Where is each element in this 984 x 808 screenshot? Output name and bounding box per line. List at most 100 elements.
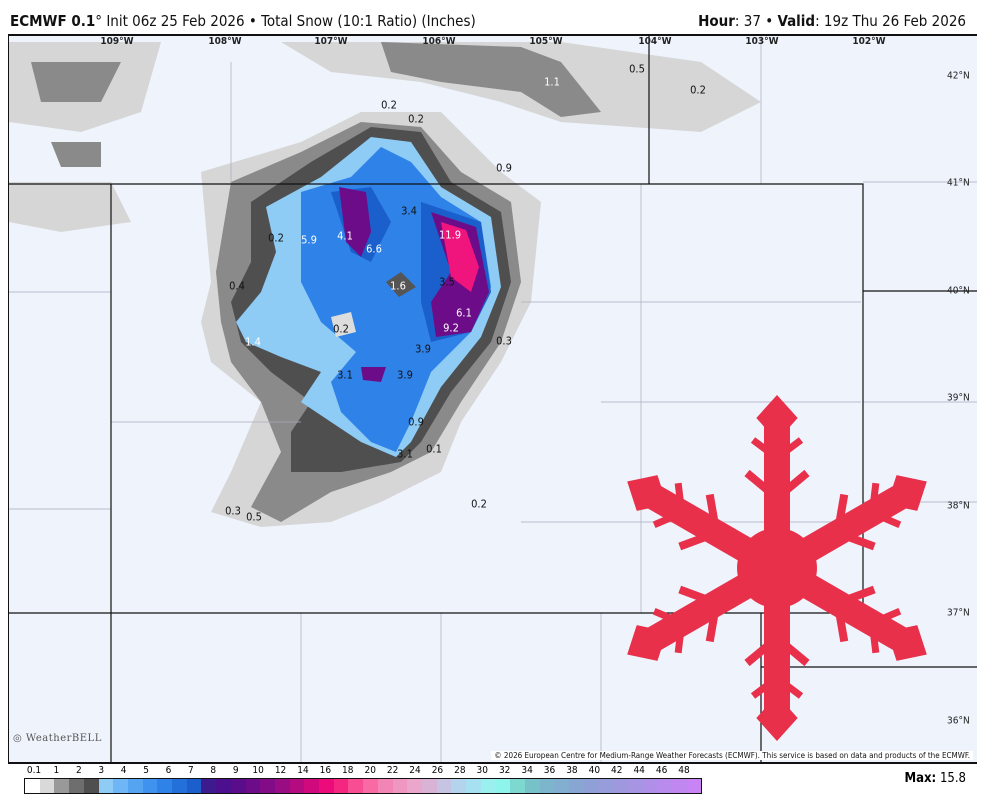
colorbar-tick: 30 <box>476 765 488 776</box>
longitude-label: 108°W <box>208 36 242 47</box>
colorbar-tick: 9 <box>232 765 239 776</box>
colorbar-swatch <box>39 779 55 793</box>
colorbar-swatch <box>127 779 143 793</box>
colorbar-swatch <box>69 779 84 793</box>
colorbar-tick: 48 <box>678 765 690 776</box>
colorbar-tick: 42 <box>611 765 623 776</box>
snow-value: 0.2 <box>333 322 349 336</box>
colorbar <box>24 778 702 794</box>
snow-value: 3.4 <box>401 204 417 218</box>
colorbar-tick: 6 <box>165 765 172 776</box>
colorbar-swatch <box>671 779 687 793</box>
colorbar-tick: 8 <box>210 765 217 776</box>
colorbar-swatch <box>186 779 202 793</box>
colorbar-swatch <box>510 779 525 793</box>
snow-value: 0.5 <box>629 62 645 76</box>
colorbar-swatch <box>657 779 672 793</box>
colorbar-swatch <box>480 779 496 793</box>
colorbar-swatch <box>613 779 628 793</box>
snow-value: 6.1 <box>456 306 472 320</box>
colorbar-swatch <box>539 779 555 793</box>
snow-value: 9.2 <box>443 321 459 335</box>
colorbar-swatch <box>113 779 128 793</box>
snowfall-map: 109°W 108°W 107°W 106°W 105°W 104°W 103°… <box>8 34 977 764</box>
snow-value: 3.5 <box>439 275 455 289</box>
colorbar-tick: 24 <box>409 765 421 776</box>
colorbar-swatch <box>142 779 158 793</box>
valid-time: Hour: 37 • Valid: 19z Thu 26 Feb 2026 <box>698 12 966 30</box>
snow-value: 0.2 <box>381 98 397 112</box>
longitude-label: 104°W <box>638 36 672 47</box>
snow-value: 0.2 <box>690 83 706 97</box>
longitude-label: 103°W <box>745 36 779 47</box>
colorbar-swatch <box>392 779 408 793</box>
snow-value: 0.2 <box>408 112 424 126</box>
colorbar-swatch <box>83 779 99 793</box>
snow-value: 0.3 <box>496 334 512 348</box>
snow-value: 0.3 <box>225 504 241 518</box>
colorbar-swatch <box>25 779 40 793</box>
colorbar-swatch <box>642 779 658 793</box>
colorbar-swatch <box>289 779 305 793</box>
map-title: ECMWF 0.1° Init 06z 25 Feb 2026 • Total … <box>10 12 476 30</box>
snow-value: 3.1 <box>337 368 353 382</box>
max-value: Max: 15.8 <box>904 771 966 786</box>
colorbar-tick: 3 <box>98 765 105 776</box>
colorbar-tick: 2 <box>75 765 82 776</box>
colorbar-swatch <box>172 779 187 793</box>
longitude-label: 102°W <box>852 36 886 47</box>
colorbar-swatch <box>319 779 334 793</box>
colorbar-swatch <box>524 779 540 793</box>
longitude-label: 106°W <box>422 36 456 47</box>
colorbar-tick: 16 <box>319 765 332 776</box>
colorbar-tick: 10 <box>252 765 264 776</box>
colorbar-swatch <box>451 779 467 793</box>
colorbar-tick: 14 <box>297 765 309 776</box>
colorbar-tick: 46 <box>655 765 668 776</box>
colorbar-swatch <box>569 779 584 793</box>
colorbar-tick: 32 <box>498 765 511 776</box>
snow-value: 1.1 <box>544 75 560 89</box>
colorbar-tick: 26 <box>431 765 444 776</box>
snow-value: 0.1 <box>426 442 442 456</box>
colorbar-swatch <box>230 779 246 793</box>
colorbar-tick: 5 <box>143 765 149 776</box>
latitude-label: 40°N <box>947 285 970 297</box>
colorbar-swatch <box>554 779 570 793</box>
snow-value: 4.1 <box>337 229 353 243</box>
colorbar-tick: 38 <box>566 765 578 776</box>
weatherbell-logo: ◎ WeatherBELL <box>13 733 102 744</box>
longitude-label: 109°W <box>100 36 134 47</box>
colorbar-tick: 4 <box>120 765 127 776</box>
latitude-label: 37°N <box>947 607 970 619</box>
colorbar-swatch <box>436 779 452 793</box>
snow-value: 3.1 <box>397 447 413 461</box>
colorbar-swatch <box>598 779 614 793</box>
copyright-notice: © 2026 European Centre for Medium-Range … <box>491 751 973 760</box>
snowflake-icon <box>9 395 977 762</box>
colorbar-swatch <box>98 779 114 793</box>
colorbar-swatch <box>216 779 231 793</box>
snow-value: 0.2 <box>268 231 284 245</box>
colorbar-swatch <box>157 779 173 793</box>
colorbar-tick: 7 <box>188 765 194 776</box>
map-shading <box>9 36 977 762</box>
colorbar-swatch <box>304 779 320 793</box>
colorbar-tick: 34 <box>521 765 533 776</box>
colorbar-swatch <box>407 779 422 793</box>
colorbar-swatch <box>333 779 349 793</box>
latitude-label: 41°N <box>947 177 970 189</box>
colorbar-swatch <box>686 779 702 793</box>
colorbar-tick: 0.1 <box>26 765 42 776</box>
colorbar-swatch <box>348 779 364 793</box>
snow-value: 3.9 <box>397 368 413 382</box>
snow-value: 0.2 <box>471 497 487 511</box>
colorbar-tick: 18 <box>342 765 354 776</box>
logo-text: WeatherBELL <box>25 733 102 744</box>
colorbar-swatch <box>54 779 70 793</box>
colorbar-swatch <box>421 779 437 793</box>
colorbar-tick: 20 <box>364 765 376 776</box>
snow-value: 5.9 <box>301 233 317 247</box>
colorbar-swatch <box>260 779 275 793</box>
colorbar-tick: 44 <box>633 765 645 776</box>
